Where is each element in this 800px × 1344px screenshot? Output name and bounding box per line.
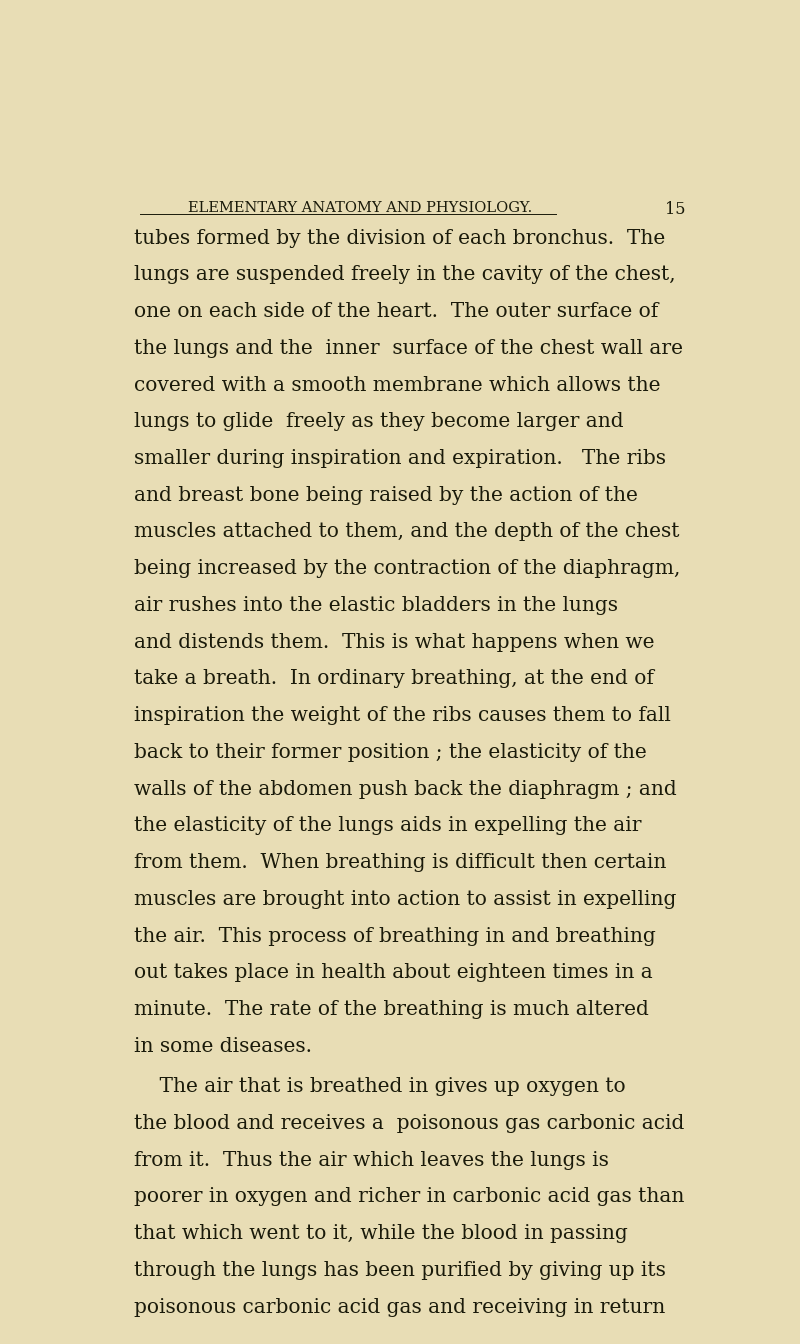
Text: through the lungs has been purified by giving up its: through the lungs has been purified by g… <box>134 1261 666 1279</box>
Text: the air.  This process of breathing in and breathing: the air. This process of breathing in an… <box>134 926 656 946</box>
Text: smaller during inspiration and expiration.   The ribs: smaller during inspiration and expiratio… <box>134 449 666 468</box>
Text: air rushes into the elastic bladders in the lungs: air rushes into the elastic bladders in … <box>134 595 618 616</box>
Text: lungs are suspended freely in the cavity of the chest,: lungs are suspended freely in the cavity… <box>134 265 676 285</box>
Text: muscles are brought into action to assist in expelling: muscles are brought into action to assis… <box>134 890 677 909</box>
Text: the blood and receives a  poisonous gas carbonic acid: the blood and receives a poisonous gas c… <box>134 1114 685 1133</box>
Text: and breast bone being raised by the action of the: and breast bone being raised by the acti… <box>134 485 638 505</box>
Text: The air that is breathed in gives up oxygen to: The air that is breathed in gives up oxy… <box>134 1077 626 1097</box>
Text: the elasticity of the lungs aids in expelling the air: the elasticity of the lungs aids in expe… <box>134 816 642 836</box>
Text: that which went to it, while the blood in passing: that which went to it, while the blood i… <box>134 1224 628 1243</box>
Text: 15: 15 <box>666 200 686 218</box>
Text: minute.  The rate of the breathing is much altered: minute. The rate of the breathing is muc… <box>134 1000 649 1019</box>
Text: lungs to glide  freely as they become larger and: lungs to glide freely as they become lar… <box>134 413 624 431</box>
Text: poisonous carbonic acid gas and receiving in return: poisonous carbonic acid gas and receivin… <box>134 1297 666 1317</box>
Text: take a breath.  In ordinary breathing, at the end of: take a breath. In ordinary breathing, at… <box>134 669 654 688</box>
Text: out takes place in health about eighteen times in a: out takes place in health about eighteen… <box>134 964 653 982</box>
Text: being increased by the contraction of the diaphragm,: being increased by the contraction of th… <box>134 559 681 578</box>
Text: the lungs and the  inner  surface of the chest wall are: the lungs and the inner surface of the c… <box>134 339 683 358</box>
Text: walls of the abdomen push back the diaphragm ; and: walls of the abdomen push back the diaph… <box>134 780 677 798</box>
Text: and distends them.  This is what happens when we: and distends them. This is what happens … <box>134 633 654 652</box>
Text: in some diseases.: in some diseases. <box>134 1036 312 1056</box>
Text: covered with a smooth membrane which allows the: covered with a smooth membrane which all… <box>134 375 661 395</box>
Text: inspiration the weight of the ribs causes them to fall: inspiration the weight of the ribs cause… <box>134 706 671 726</box>
Text: from it.  Thus the air which leaves the lungs is: from it. Thus the air which leaves the l… <box>134 1150 609 1169</box>
Text: back to their former position ; the elasticity of the: back to their former position ; the elas… <box>134 743 647 762</box>
Text: one on each side of the heart.  The outer surface of: one on each side of the heart. The outer… <box>134 302 658 321</box>
Text: tubes formed by the division of each bronchus.  The: tubes formed by the division of each bro… <box>134 228 666 247</box>
Text: from them.  When breathing is difficult then certain: from them. When breathing is difficult t… <box>134 853 666 872</box>
Text: poorer in oxygen and richer in carbonic acid gas than: poorer in oxygen and richer in carbonic … <box>134 1187 685 1207</box>
Text: muscles attached to them, and the depth of the chest: muscles attached to them, and the depth … <box>134 523 680 542</box>
Text: ELEMENTARY ANATOMY AND PHYSIOLOGY.: ELEMENTARY ANATOMY AND PHYSIOLOGY. <box>188 200 533 215</box>
